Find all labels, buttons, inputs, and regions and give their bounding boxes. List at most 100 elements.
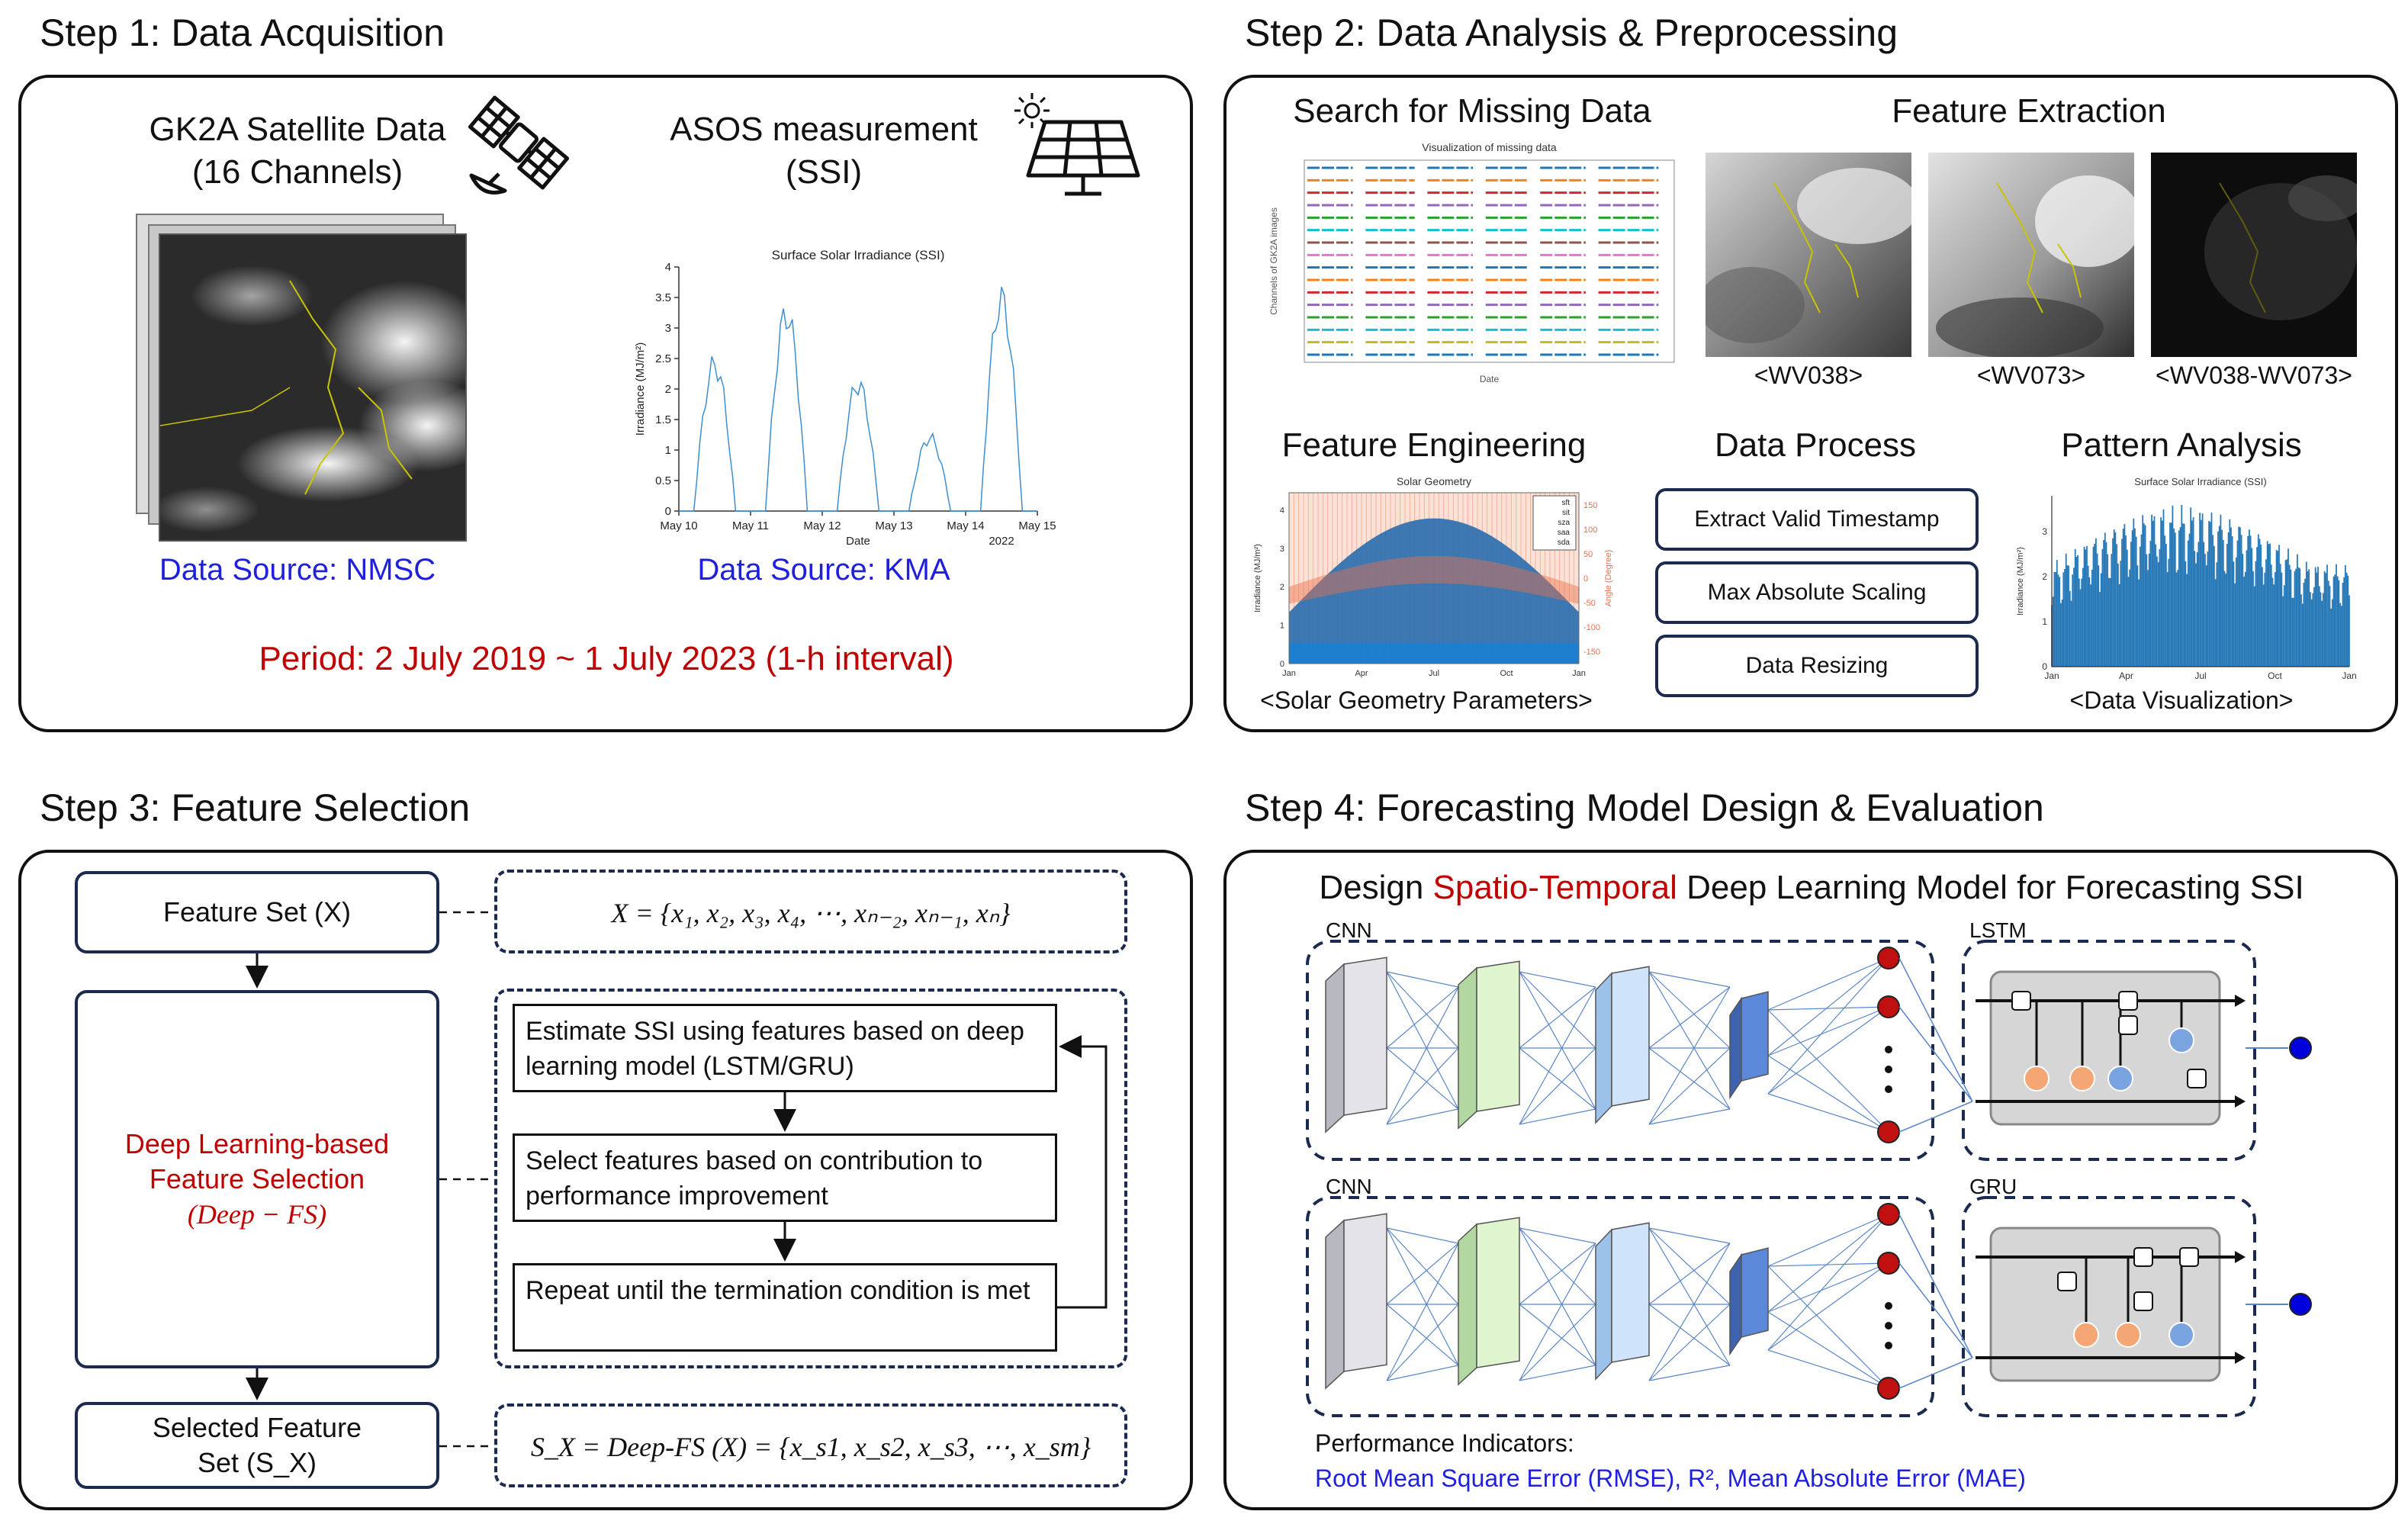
cnn-top-connection [1767,957,1889,1011]
pattern-analysis-title: Pattern Analysis [2061,426,2302,464]
cnn-top-connection [1519,971,1596,1049]
cnn-bottom-connection [1386,1365,1459,1381]
geometry-y-left-label: 0 [1280,660,1284,669]
cnn-bottom-connection [1386,1243,1459,1381]
lstm-gate [2069,1066,2095,1092]
pattern-y-label: 1 [2042,616,2047,627]
selected-feature-box: Selected Feature Set (S_X) [75,1402,439,1489]
cnn-bottom-to-gru [1898,1357,1973,1389]
cnn-bottom-connection [1767,1214,1889,1267]
ssi-y-tick-label: 0.5 [655,474,671,487]
process-extract-timestamp: Extract Valid Timestamp [1655,488,1979,551]
cnn-bottom-connection [1519,1227,1596,1305]
cnn-top-layer [1741,991,1769,1082]
cnn-top-ellipsis-dot [1885,1066,1892,1073]
cnn-top-connection [1648,971,1731,1110]
ssi-y-tick-label: 2.5 [655,352,671,365]
geometry-y-right-label: 100 [1583,526,1597,535]
pattern-x-label: Jan [2044,670,2059,681]
gru-gate [2115,1322,2141,1348]
cnn-top-connection [1386,971,1459,1049]
pattern-x-label: Jan [2342,670,2356,681]
cnn-bottom-output-node [1877,1252,1900,1275]
cnn-top-connection [1767,1009,1889,1133]
pattern-y-label: 3 [2042,526,2047,537]
geometry-ylabel-right: Angle (Degree) [1604,550,1613,607]
process-max-abs-scaling: Max Absolute Scaling [1655,561,1979,624]
cnn-bottom-connection [1648,1243,1731,1305]
feature-set-box: Feature Set (X) [75,871,439,953]
ssi-xlabel: Date [846,535,870,548]
ssi-y-tick-label: 4 [665,261,671,274]
cnn-top-connection [1386,971,1459,988]
design-title: Design Spatio-Temporal Deep Learning Mod… [1251,866,2372,909]
ssi-y-tick-label: 0 [665,505,671,518]
cnn-top-layer-side [1458,966,1477,1130]
gk2a-title: GK2A Satellite Data [149,111,446,148]
cnn-bottom-connection [1767,1262,1889,1351]
cnn-bottom-layer-side [1458,1223,1477,1386]
cnn-top-to-lstm [1898,1006,1973,1102]
geometry-x-label: Oct [1500,669,1513,678]
cnn-bottom-connection [1519,1304,1596,1366]
wv038-image [1706,153,1911,357]
geometry-x-label: Jul [1429,669,1439,678]
cnn-top-connection [1386,971,1459,1110]
ssi-x-tick-label: May 10 [660,519,697,532]
cnn-top-connection [1519,1047,1596,1125]
missing-chart-title: Visualization of missing data [1422,141,1557,153]
pattern-x-label: Apr [2119,670,2133,681]
selected-line1: Selected Feature [152,1412,362,1443]
step4-panel [1223,850,2398,1510]
lstm-gate [2107,1066,2133,1092]
cnn-top-output-node [1877,995,1900,1018]
cnn-bottom-connection [1519,1304,1596,1381]
cnn-bottom-connection [1648,1304,1731,1381]
period-text: Period: 2 July 2019 ~ 1 July 2023 (1-h i… [259,640,954,677]
cnn-top-connection [1767,1093,1889,1133]
pattern-x-label: Jul [2194,670,2206,681]
cnn-top-output-node [1877,947,1900,969]
geometry-y-right-label: 150 [1583,501,1597,510]
cnn-top-layer-side [1729,996,1742,1100]
cnn-top-connection [1767,1006,1889,1056]
geometry-x-label: Jan [1572,669,1586,678]
solar-panel-icon [1026,120,1140,196]
ssi-line-chart: Surface Solar Irradiance (SSI) 0 0.5 1 1.5 2 2… [634,248,1056,548]
cnn-bottom-ellipsis-dot [1885,1302,1892,1310]
cnn-top-connection [1386,986,1459,1049]
cnn-bottom-connection [1386,1227,1459,1366]
cnn-top-connection [1519,1047,1596,1110]
missing-ylabel: Channels of GK2A images [1268,207,1279,315]
cnn-bottom-connection [1519,1365,1596,1381]
perf-title: Performance Indicators: [1315,1429,1574,1457]
ssi-y-tick-label: 1 [665,444,671,457]
cnn-bottom-connection [1767,1349,1889,1389]
wv073-caption: <WV073> [1976,362,2086,389]
lstm-gate [2024,1066,2050,1092]
cnn-top-connection [1648,1108,1731,1125]
missing-chart-frame [1304,159,1675,363]
cnn-bottom-connection [1386,1243,1459,1305]
cnn-bottom-layer [1343,1213,1387,1372]
pattern-ylabel: Irradiance (MJ/m²) [2016,547,2025,616]
cnn-top-connection [1386,986,1459,1125]
geometry-y-right-label: -100 [1583,623,1600,632]
feature-extraction-title: Feature Extraction [1892,92,2166,130]
asos-source: Data Source: KMA [697,553,950,587]
lstm-final-node [2289,1037,2312,1059]
wv038-caption: <WV038> [1754,362,1863,389]
design-title-post: Deep Learning Model for Forecasting SSI [1677,869,2304,906]
cnn-bottom-connection [1519,1243,1596,1305]
cnn-bottom-connection [1519,1227,1596,1366]
geometry-y-left-label: 4 [1280,506,1284,515]
step1-title: Step 1: Data Acquisition [40,11,445,54]
lstm-group [1962,940,2256,1161]
step2-title: Step 2: Data Analysis & Preprocessing [1245,11,1898,54]
asos-subtitle: (SSI) [785,153,863,191]
cnn-top-connection [1519,986,1596,1125]
cnn-top-to-lstm [1898,1101,1973,1133]
cnn-top-connection [1648,1047,1731,1125]
cnn-bottom-connection [1648,1365,1731,1381]
asos-title: ASOS measurement [670,111,978,148]
